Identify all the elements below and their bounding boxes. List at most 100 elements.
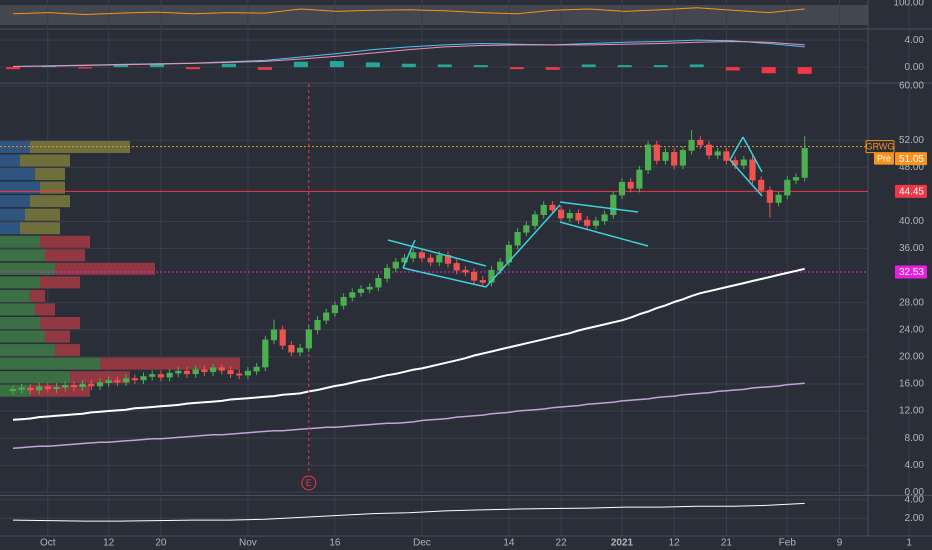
x-tick-label: 16: [329, 538, 341, 549]
candle-body: [575, 213, 582, 221]
macd-histogram-bar: [149, 64, 164, 68]
candle-body: [479, 280, 486, 283]
macd-histogram-bar: [653, 65, 668, 68]
y-tick-label: 20.00: [899, 352, 924, 363]
macd-histogram-bar: [401, 63, 416, 68]
candle-body: [201, 369, 208, 373]
price-tag: 44.45: [899, 186, 924, 197]
pre-tag: Pre: [877, 154, 891, 164]
y-tick-label: 16.00: [899, 379, 924, 390]
x-tick-label: Oct: [40, 538, 56, 549]
candle-body: [792, 177, 800, 181]
x-tick-label: Feb: [779, 538, 797, 549]
candle-body: [366, 286, 373, 290]
x-tick-label: 14: [503, 538, 515, 549]
volume-profile-up: [0, 303, 35, 316]
candle-body: [758, 179, 765, 191]
candle-body: [427, 257, 434, 263]
volume-profile-up: [0, 262, 55, 275]
candle-body: [514, 231, 521, 246]
macd-histogram-bar: [581, 64, 596, 68]
candle-body: [183, 370, 191, 375]
y-tick-label: 4.00: [905, 460, 925, 471]
rsi-tick-label: 100.00: [893, 0, 924, 9]
volume-profile-up: [0, 276, 40, 289]
x-tick-label: Nov: [239, 538, 257, 549]
candle-body: [566, 213, 573, 219]
macd-histogram-bar: [257, 67, 272, 70]
candle-body: [584, 219, 591, 226]
candle-body: [35, 386, 43, 391]
volume-profile-down: [35, 168, 65, 181]
macd-histogram-bar: [6, 67, 20, 70]
macd-histogram-bar: [725, 67, 740, 71]
candle-body: [531, 214, 539, 226]
y-tick-label: 36.00: [899, 243, 924, 254]
pattern-line: [559, 221, 649, 247]
earnings-marker: [301, 475, 317, 491]
volume-profile-up: [0, 316, 40, 330]
candle-body: [549, 204, 556, 211]
candle-body: [383, 267, 391, 279]
candle-body: [488, 269, 495, 283]
candle-body: [636, 169, 643, 189]
candle-body: [749, 159, 756, 181]
candle-body: [714, 151, 721, 156]
pattern-line: [387, 239, 487, 267]
x-tick-label: 2021: [611, 538, 634, 549]
candle-body: [192, 369, 199, 375]
candle-body: [644, 144, 652, 171]
price-tag-box: [895, 265, 927, 279]
candle-body: [96, 382, 104, 387]
volume-profile-down: [70, 371, 130, 384]
volume-profile-down: [30, 195, 70, 208]
candle-body: [70, 385, 77, 387]
y-tick-label: 24.00: [899, 324, 924, 335]
volume-profile-up: [0, 208, 25, 221]
candle-body: [262, 339, 269, 368]
candle-body: [305, 329, 312, 349]
candle-body: [679, 150, 686, 166]
volume-profile-down: [100, 357, 240, 370]
candle-body: [270, 329, 278, 341]
macd-histogram-bar: [509, 67, 524, 70]
candle-body: [44, 386, 51, 389]
pattern-line: [485, 204, 561, 288]
candle-body: [610, 194, 617, 215]
x-tick-label: 12: [669, 538, 681, 549]
volume-profile-down: [40, 316, 80, 330]
volume-profile-down: [40, 181, 65, 194]
x-tick-label: 20: [155, 538, 167, 549]
candle-body: [601, 214, 608, 222]
candle-body: [253, 366, 260, 372]
volume-profile-down: [55, 262, 155, 275]
x-tick-label: 22: [556, 538, 568, 549]
candle-body: [157, 374, 165, 378]
macd-histogram-bar: [545, 67, 560, 70]
candle-body: [296, 347, 304, 353]
candle-body: [392, 261, 399, 269]
candle-body: [618, 181, 626, 196]
volume-profile-up: [0, 181, 40, 194]
lower-tick-label: 4.00: [905, 494, 925, 505]
lower-tick-label: 2.00: [905, 513, 925, 524]
macd-histogram-bar: [617, 65, 632, 68]
macd-histogram-bar: [761, 67, 776, 74]
candle-body: [557, 209, 565, 219]
candle-body: [210, 367, 217, 373]
candle-body: [784, 179, 791, 196]
pattern-line: [559, 201, 639, 213]
candle-body: [705, 144, 713, 156]
x-tick-label: 9: [837, 538, 843, 549]
price-tag-box: [895, 152, 927, 166]
volume-profile-up: [0, 357, 100, 370]
candle-body: [244, 370, 252, 376]
volume-profile-down: [20, 222, 60, 235]
moving-average: [12, 382, 805, 450]
candle-body: [766, 190, 773, 203]
candle-body: [27, 387, 34, 391]
candle-body: [462, 269, 469, 273]
candle-body: [349, 292, 356, 298]
candle-body: [775, 194, 782, 203]
candle-body: [592, 220, 599, 226]
